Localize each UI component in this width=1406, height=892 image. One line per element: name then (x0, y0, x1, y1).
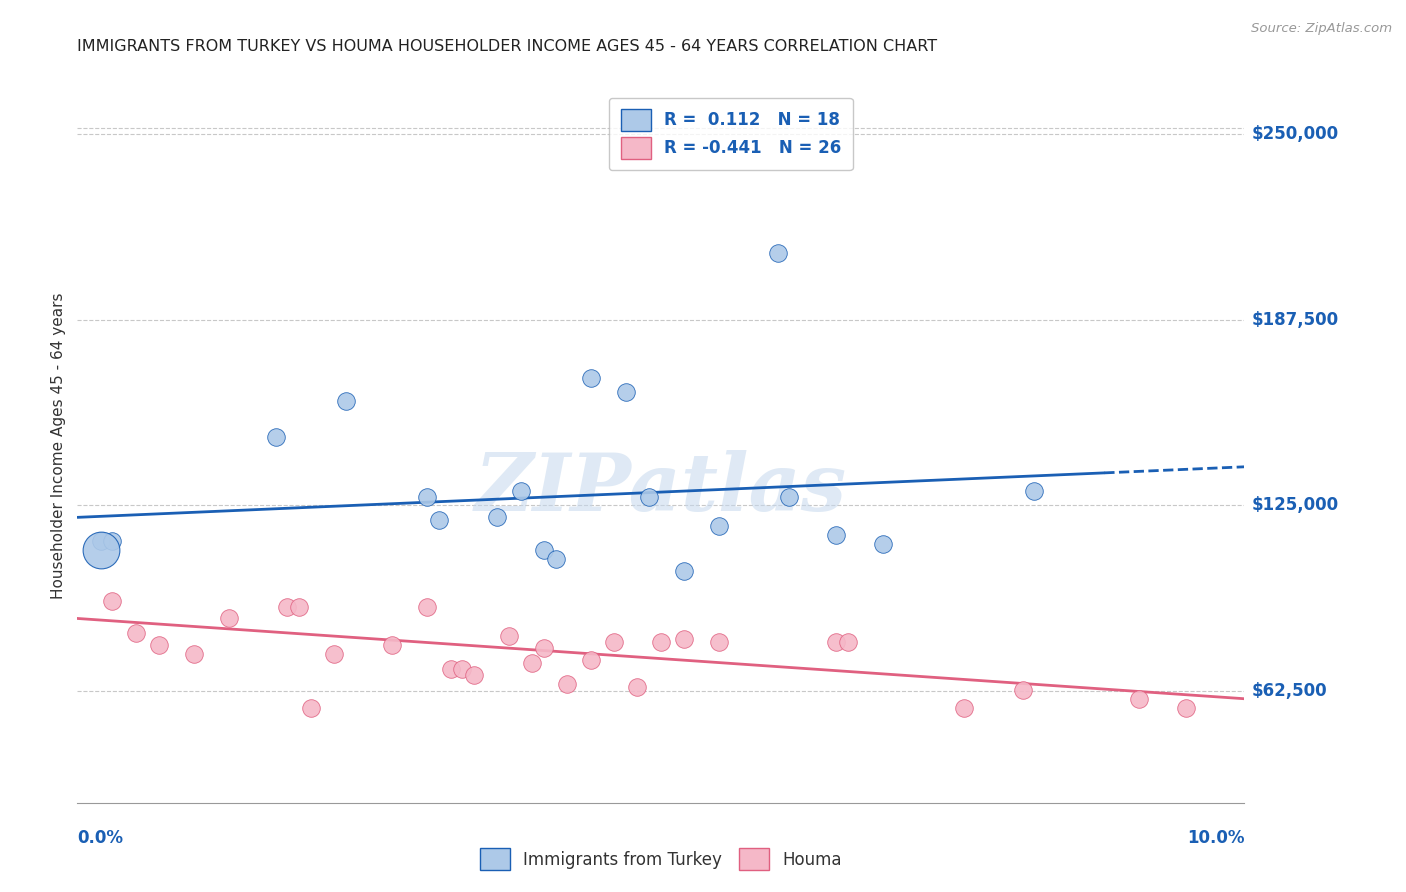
Text: $62,500: $62,500 (1251, 682, 1327, 700)
Point (276, 599, 298, 614)
Point (463, 668, 485, 682)
Point (579, 653, 602, 667)
Point (440, 662, 463, 676)
Point (486, 510, 509, 524)
Point (498, 629, 520, 643)
Point (544, 552, 567, 566)
Point (1011, 682, 1033, 697)
Point (427, 513, 450, 527)
Y-axis label: Householder Income Ages 45 - 64 years: Householder Income Ages 45 - 64 years (51, 293, 66, 599)
Point (299, 700, 322, 714)
Point (650, 635, 672, 649)
Legend: Immigrants from Turkey, Houma: Immigrants from Turkey, Houma (474, 842, 848, 877)
Text: IMMIGRANTS FROM TURKEY VS HOUMA HOUSEHOLDER INCOME AGES 45 - 64 YEARS CORRELATIO: IMMIGRANTS FROM TURKEY VS HOUMA HOUSEHOL… (77, 38, 938, 54)
Point (101, 593, 124, 607)
Text: Source: ZipAtlas.com: Source: ZipAtlas.com (1251, 22, 1392, 36)
Point (579, 370, 602, 384)
Point (778, 490, 800, 504)
Point (218, 611, 240, 625)
Point (124, 626, 148, 640)
Point (288, 599, 311, 614)
Text: $125,000: $125,000 (1251, 497, 1339, 515)
Point (323, 647, 346, 661)
Point (101, 534, 124, 549)
Point (533, 641, 555, 656)
Point (953, 700, 976, 714)
Text: $187,500: $187,500 (1251, 310, 1339, 328)
Point (766, 245, 789, 260)
Point (824, 528, 846, 542)
Point (522, 656, 544, 670)
Point (673, 564, 696, 578)
Point (264, 430, 287, 444)
Point (148, 638, 170, 652)
Point (451, 662, 474, 676)
Point (557, 677, 579, 691)
Text: 0.0%: 0.0% (77, 830, 124, 847)
Point (416, 490, 439, 504)
Point (673, 632, 696, 647)
Point (614, 385, 637, 400)
Text: ZIPatlas: ZIPatlas (475, 450, 846, 527)
Point (603, 635, 626, 649)
Point (872, 537, 894, 551)
Point (1128, 691, 1150, 706)
Point (837, 635, 859, 649)
Point (183, 647, 205, 661)
Point (509, 483, 531, 498)
Point (709, 635, 731, 649)
Point (638, 490, 661, 504)
Point (90, 543, 112, 558)
Point (533, 543, 555, 558)
Point (709, 519, 731, 533)
Point (824, 635, 846, 649)
Point (90, 534, 112, 549)
Text: 10.0%: 10.0% (1187, 830, 1244, 847)
Point (1174, 700, 1197, 714)
Point (1024, 483, 1046, 498)
Point (335, 394, 357, 409)
Point (626, 680, 648, 694)
Point (416, 599, 439, 614)
Point (381, 638, 404, 652)
Text: $250,000: $250,000 (1251, 125, 1339, 143)
